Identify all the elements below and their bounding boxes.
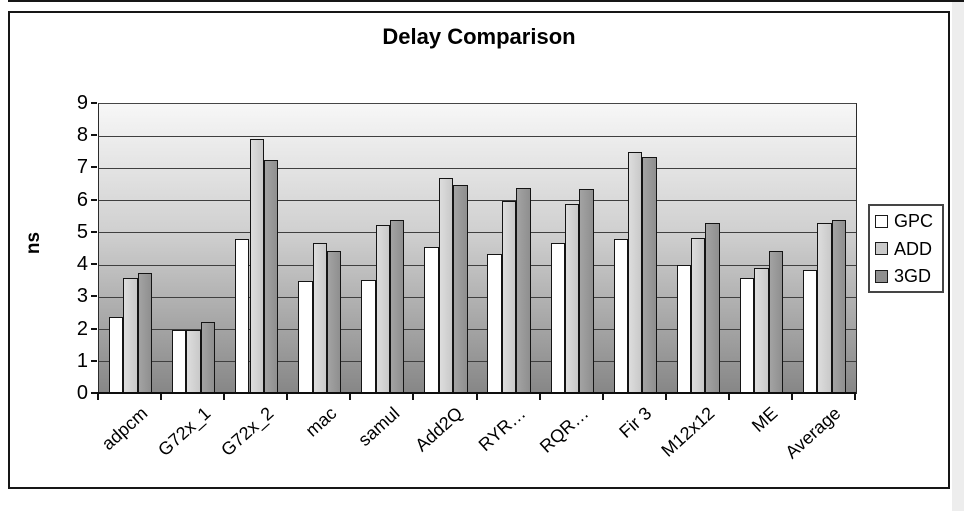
bar-add-fir_3 [628,152,643,394]
legend-swatch [875,214,888,228]
y-axis-tick [91,263,97,266]
bar-add-samul [375,224,391,394]
bar-gpc-mac [298,281,313,394]
bar-add-average [817,223,832,394]
x-axis-tick [223,394,226,400]
bar-3gd-ryr_ [516,187,531,394]
bar-gpc-g72x_2 [235,239,250,394]
legend-swatch [875,242,888,255]
bar-3gd-m12x12 [705,223,720,394]
gridline [99,361,856,363]
y-axis-tick [91,166,97,169]
bar-gpc-me [739,278,755,394]
bar-3gd-me [768,250,783,394]
legend-item: 3GD [875,267,937,285]
plot-area [98,103,857,394]
top-edge-line [8,0,964,2]
bar-3gd-g72x_1 [200,321,216,394]
legend-item: ADD [875,240,937,258]
y-tick-label: 2 [76,317,88,340]
bar-add-m12x12 [691,237,706,394]
y-tick-label: 1 [76,349,88,372]
y-axis-tick [91,359,97,362]
x-axis-tick [286,394,289,400]
y-axis-tick [91,392,97,394]
x-axis-tick [601,394,604,400]
legend-label: 3GD [894,266,932,286]
x-axis-tick [854,394,856,400]
bar-add-mac [312,242,327,394]
bar-3gd-adpcm [137,273,153,394]
x-axis-tick [160,394,163,400]
bar-3gd-mac [326,250,342,394]
legend-label: GPC [894,211,934,231]
bar-add-ryr_ [501,200,517,394]
y-tick-label: 5 [76,220,88,243]
gridline [99,167,856,169]
bar-add-g72x_2 [249,139,264,394]
bar-gpc-m12x12 [676,265,692,394]
bar-3gd-average [831,220,847,394]
bar-3gd-g72x_2 [263,160,279,394]
bar-gpc-ryr_ [487,253,502,394]
gridline [99,232,856,234]
y-axis-tick [91,295,97,298]
legend: GPC ADD 3GD [868,204,944,293]
bar-3gd-rqr_ [579,189,594,394]
y-axis-tick [91,230,97,233]
y-tick-label: 8 [76,124,88,147]
bar-gpc-adpcm [108,316,124,394]
x-axis-tick [538,394,541,400]
x-axis-tick [349,394,352,400]
x-axis-tick [727,394,730,400]
gridline [99,200,856,202]
chart-title: Delay Comparison [382,24,576,49]
y-tick-label: 9 [76,92,88,114]
right-edge-strip [952,2,964,511]
y-axis-tick [91,198,97,201]
y-tick-label: 3 [76,285,88,308]
x-axis-tick [475,394,478,400]
bar-gpc-add2q [424,247,439,394]
legend-swatch [875,269,888,283]
legend-label: ADD [894,238,933,259]
x-axis-tick [412,394,415,400]
bar-gpc-g72x_1 [172,329,187,394]
bar-gpc-samul [361,279,376,394]
x-axis-tick [664,394,667,400]
bar-add-me [754,268,769,394]
x-axis-tick [97,394,99,400]
y-tick-label: 6 [76,188,88,211]
bar-add-g72x_1 [186,329,201,394]
legend-item: GPC [875,212,937,230]
y-axis-tick [91,102,97,104]
y-axis-tick [91,134,97,137]
bar-gpc-fir_3 [613,239,628,394]
gridline [99,296,856,298]
x-axis-line [97,392,856,394]
bar-gpc-rqr_ [550,242,565,394]
bar-3gd-fir_3 [642,157,657,394]
gridline [99,329,856,331]
bar-add-adpcm [123,278,138,394]
bar-add-add2q [438,178,454,394]
bar-3gd-samul [390,220,405,394]
bar-add-rqr_ [564,203,580,394]
gridline [99,135,856,137]
y-tick-label: 7 [76,156,88,179]
bar-gpc-average [802,269,818,394]
y-tick-label: 0 [76,382,88,404]
y-axis-tick [91,327,97,330]
gridline [99,264,856,266]
y-tick-label: 4 [76,253,88,276]
x-axis-tick [790,394,793,400]
bar-3gd-add2q [453,184,468,394]
